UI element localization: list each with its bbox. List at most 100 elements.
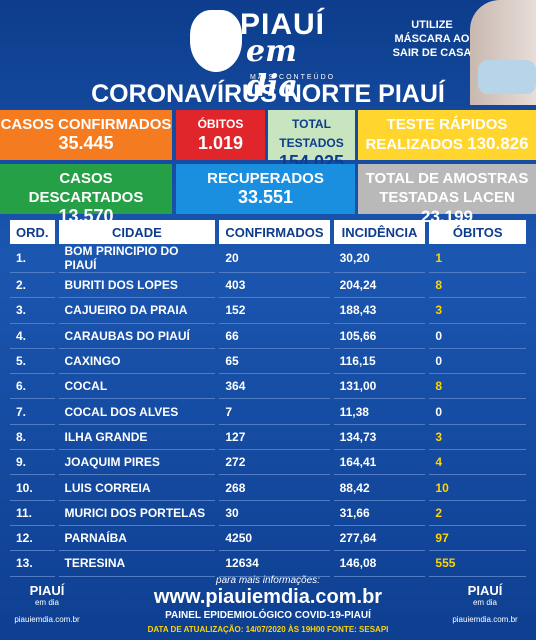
table-cell: 146,08 — [333, 551, 426, 577]
table-cell: 1. — [10, 244, 55, 273]
stat-value: 130.826 — [467, 134, 529, 153]
table-row: 6. COCAL 364 131,00 8 — [10, 374, 526, 400]
footer-update: DATA DE ATUALIZAÇÃO: 14/07/2020 ÀS 19H00… — [147, 625, 389, 634]
table-cell: 364 — [219, 374, 330, 400]
table-cell: 0 — [429, 349, 526, 375]
table-cell: 30 — [219, 501, 330, 526]
logo-tagline: em dia — [472, 598, 497, 607]
logo-tagline: em dia — [246, 34, 298, 104]
table-cell: 66 — [219, 324, 330, 349]
column-header: CONFIRMADOS — [219, 220, 330, 244]
stat-label: TESTADAS LACEN — [379, 189, 515, 206]
table-cell: BURITI DOS LOPES — [58, 273, 216, 299]
logo-subtitle: MAIS CONTEÚDO — [250, 74, 336, 81]
table-cell: 8. — [10, 425, 55, 451]
column-header: INCIDÊNCIA — [333, 220, 426, 244]
table-cell: 555 — [429, 551, 526, 577]
mask — [478, 60, 536, 94]
title: CORONAVÍRUS NORTE PIAUÍ — [91, 80, 445, 108]
table-cell: 134,73 — [333, 425, 426, 451]
table-cell: 4250 — [219, 526, 330, 552]
stat-label: ÓBITOS — [197, 117, 244, 131]
table-cell: 12634 — [219, 551, 330, 577]
table-cell: 131,00 — [333, 374, 426, 400]
stat-label: TESTE RÁPIDOS — [386, 116, 508, 133]
table-cell: 204,24 — [333, 273, 426, 299]
table-cell: 20 — [219, 244, 330, 273]
table-cell: 152 — [219, 298, 330, 324]
table-cell: 3. — [10, 298, 55, 324]
table-cell: TERESINA — [58, 551, 216, 577]
stat-box: TOTAL DE AMOSTRAS TESTADAS LACEN 23.199 — [358, 164, 536, 226]
table-cell: 164,41 — [333, 450, 426, 476]
table-cell: 65 — [219, 349, 330, 375]
column-header: ORD. — [10, 220, 55, 244]
table-cell: 8 — [429, 273, 526, 299]
table-cell: 2. — [10, 273, 55, 299]
table-cell: 13. — [10, 551, 55, 577]
stat-box: ÓBITOS 1.019 — [176, 110, 265, 160]
table-cell: PARNAÍBA — [58, 526, 216, 552]
site: piauiemdia.com.br — [452, 615, 518, 624]
logo-shape — [190, 10, 242, 72]
footer-logo: PIAUÍ em dia piauiemdia.com.br — [2, 583, 92, 624]
table-cell: 10. — [10, 475, 55, 501]
table-row: 12. PARNAÍBA 4250 277,64 97 — [10, 526, 526, 552]
table-cell: 8 — [429, 374, 526, 400]
stat-label: TOTAL DE AMOSTRAS — [365, 170, 529, 187]
notice: UTILIZE MÁSCARA AO SAIR DE CASA — [382, 18, 482, 60]
column-header: ÓBITOS — [429, 220, 526, 244]
table-cell: 97 — [429, 526, 526, 552]
table-cell: 31,66 — [333, 501, 426, 526]
stat-label: CASOS CONFIRMADOS — [0, 116, 172, 133]
stat-label: TOTAL TESTADOS — [279, 117, 344, 150]
stat-value: 35.445 — [58, 133, 114, 153]
table-cell: 5. — [10, 349, 55, 375]
table-row: 1. BOM PRINCIPIO DO PIAUÍ 20 30,20 1 — [10, 244, 526, 273]
table-cell: 277,64 — [333, 526, 426, 552]
table-cell: 12. — [10, 526, 55, 552]
stat-label-line: REALIZADOS 130.826 — [358, 134, 536, 154]
table-cell: LUIS CORREIA — [58, 475, 216, 501]
table-cell: 11. — [10, 501, 55, 526]
table-cell: 403 — [219, 273, 330, 299]
stat-value: 33.551 — [237, 187, 294, 207]
table-cell: 9. — [10, 450, 55, 476]
notice-line: SAIR DE CASA — [392, 47, 472, 59]
stat-box: RECUPERADOS 33.551 — [176, 164, 355, 214]
table-row: 4. CARAUBAS DO PIAUÍ 66 105,66 0 — [10, 324, 526, 349]
logo-tagline: em dia — [34, 598, 59, 607]
table-cell: MURICI DOS PORTELAS — [58, 501, 216, 526]
table-cell: 272 — [219, 450, 330, 476]
stat-value: 1.019 — [197, 133, 244, 153]
table-cell: CAXINGO — [58, 349, 216, 375]
footer-panel: PAINEL EPIDEMIOLÓGICO COVID-19-PIAUÍ — [165, 610, 371, 621]
table-cell: 1 — [429, 244, 526, 273]
table-cell: BOM PRINCIPIO DO PIAUÍ — [58, 244, 216, 273]
notice-line: UTILIZE — [411, 19, 453, 31]
footer-info: para mais informações: — [216, 575, 320, 586]
table-cell: 2 — [429, 501, 526, 526]
column-header: CIDADE — [58, 220, 216, 244]
table-cell: 4. — [10, 324, 55, 349]
table-cell: 3 — [429, 425, 526, 451]
stat-box: TESTE RÁPIDOS REALIZADOS 130.826 — [358, 110, 536, 160]
table-row: 13. TERESINA 12634 146,08 555 — [10, 551, 526, 577]
footer-url[interactable]: www.piauiemdia.com.br — [153, 586, 383, 608]
table-row: 5. CAXINGO 65 116,15 0 — [10, 349, 526, 375]
table-cell: 127 — [219, 425, 330, 451]
table-cell: 268 — [219, 475, 330, 501]
table-cell: 11,38 — [333, 399, 426, 425]
table-cell: 188,43 — [333, 298, 426, 324]
table-cell: ILHA GRANDE — [58, 425, 216, 451]
table-cell: COCAL — [58, 374, 216, 400]
table-row: 9. JOAQUIM PIRES 272 164,41 4 — [10, 450, 526, 476]
stat-box: TOTAL TESTADOS 154.025 — [268, 110, 355, 172]
stat-label: CASOS DESCARTADOS — [28, 170, 144, 206]
table-cell: 0 — [429, 399, 526, 425]
table-cell: 4 — [429, 450, 526, 476]
site: piauiemdia.com.br — [14, 615, 80, 624]
table-cell: 116,15 — [333, 349, 426, 375]
table-cell: 6. — [10, 374, 55, 400]
